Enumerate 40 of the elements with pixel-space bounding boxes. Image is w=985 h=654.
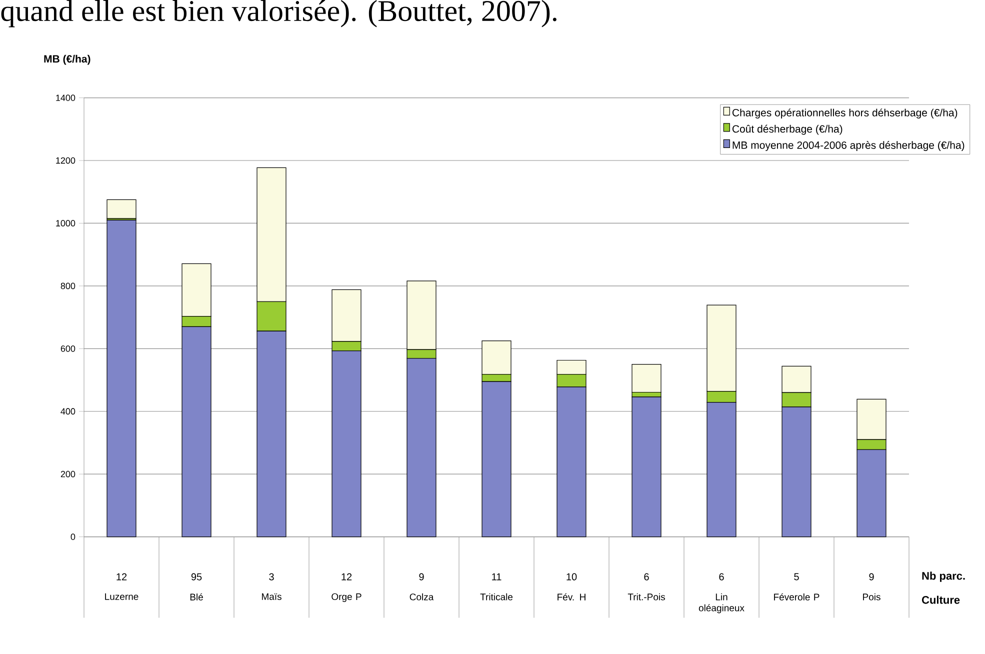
x-tick-label: Lin oléagineux bbox=[698, 593, 744, 614]
x-tick-label: Trit.-Pois bbox=[628, 593, 665, 600]
x-tick-label: Pois bbox=[863, 593, 880, 600]
y-tick-label: 400 bbox=[60, 408, 76, 415]
bar bbox=[632, 364, 662, 393]
text: 6 bbox=[719, 573, 724, 580]
text: Nb parc. bbox=[922, 572, 965, 582]
y-tick-label: 1200 bbox=[56, 157, 76, 164]
y-tick-label: 600 bbox=[60, 346, 76, 352]
x-axis-title: Culture bbox=[922, 596, 960, 604]
x-tick-label: Fév. H bbox=[558, 593, 586, 601]
x-tick-label: Orge P bbox=[332, 593, 362, 602]
text: quand elle est bien valorisée). (Bouttet, 2007). bbox=[1, 0, 556, 28]
text: 3 bbox=[269, 573, 274, 580]
x-tick-label: Féverole P bbox=[774, 593, 820, 601]
x-tick-label: Triticale bbox=[480, 593, 513, 600]
text: 95 bbox=[191, 573, 202, 580]
text: 6 bbox=[644, 573, 649, 580]
x-tick-label: Maïs bbox=[262, 593, 282, 600]
text: 9 bbox=[869, 573, 874, 580]
legend-label: Charges opérationnelles hors déhserbage (€/ha) bbox=[732, 108, 958, 119]
bar bbox=[106, 220, 136, 538]
text: 12 bbox=[116, 573, 127, 580]
y-tick-label: 1000 bbox=[56, 220, 76, 227]
y-tick-label: 800 bbox=[60, 282, 76, 290]
legend-label: MB moyenne 2004-2006 après désherbage (€/ha) bbox=[732, 141, 964, 152]
y-tick-label: 0 bbox=[70, 534, 76, 540]
y-tick-label: 1400 bbox=[56, 94, 76, 102]
legend-label: Coût désherbage (€/ha) bbox=[732, 124, 842, 135]
text: 10 bbox=[566, 573, 577, 580]
x-tick-label: Colza bbox=[410, 593, 434, 600]
x-tick-label: Blé bbox=[190, 593, 203, 601]
y-tick-label: 200 bbox=[60, 470, 76, 478]
text: 5 bbox=[794, 573, 799, 580]
x-tick-label: Luzerne bbox=[105, 593, 138, 600]
text: 11 bbox=[492, 573, 502, 580]
y-axis-title: MB (€/ha) bbox=[44, 54, 90, 65]
text: 9 bbox=[419, 573, 424, 580]
bar bbox=[106, 200, 136, 219]
text: 12 bbox=[342, 573, 352, 580]
